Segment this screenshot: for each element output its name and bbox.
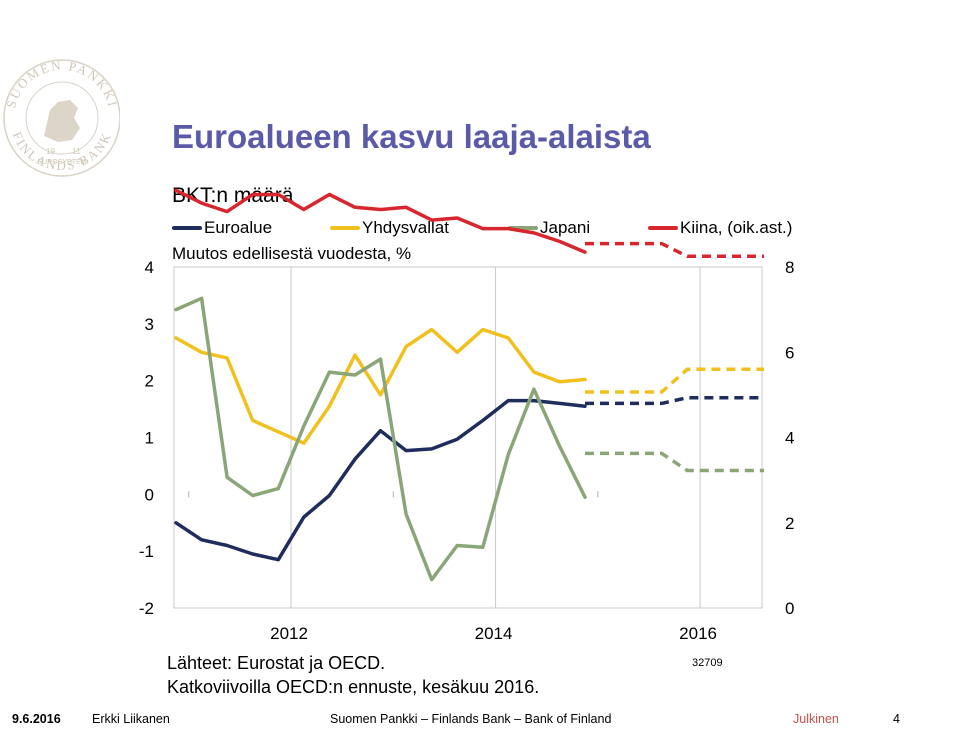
y-tick-left: -2 (139, 599, 154, 618)
y-tick-left: 0 (145, 485, 154, 504)
logo-year-left: 19 (46, 147, 55, 156)
chart-legend: Euroalue Yhdysvallat Japani Kiina, (oik.… (172, 217, 812, 239)
y-tick-left: 1 (145, 429, 154, 448)
source-note: Lähteet: Eurostat ja OECD. Katkoviivoill… (167, 651, 539, 699)
forecast-line-japan (585, 451, 764, 473)
logo-year-right: 11 (72, 147, 81, 156)
bank-logo: SUOMEN PANKKI FINLANDS BANK 19 11 EUROSY… (3, 58, 120, 177)
unit-label: Muutos edellisestä vuodesta, % (172, 244, 412, 263)
x-tick-label: 2016 (679, 624, 717, 643)
forecast-line-euro (585, 395, 764, 406)
x-tick-label: 2014 (475, 624, 513, 643)
lion-icon (44, 100, 80, 142)
y-tick-left: -1 (139, 542, 154, 561)
x-tick-label: 2012 (270, 624, 308, 643)
legend-label-euro: Euroalue (204, 218, 273, 237)
series-line-japan (174, 296, 587, 582)
y-tick-left: 3 (145, 315, 154, 334)
chart-code: 32709 (692, 657, 723, 669)
source-line-2: Katkoviivoilla OECD:n ennuste, kesäkuu 2… (167, 677, 540, 697)
chart-subtitle: BKT:n määrä (172, 184, 294, 207)
forecast-line-china (585, 241, 764, 259)
legend-label-china: Kiina, (oik.ast.) (680, 218, 793, 237)
series-line-us (174, 327, 587, 445)
footer: 9.6.2016 Erkki Liikanen Suomen Pankki – … (0, 712, 960, 732)
footer-date: 9.6.2016 (12, 712, 61, 726)
legend-item-us: Yhdysvallat (330, 217, 449, 239)
forecast-line-us (585, 367, 764, 394)
series-line-china (174, 188, 587, 254)
series-line-euro (174, 398, 587, 562)
legend-item-china: Kiina, (oik.ast.) (648, 217, 792, 239)
legend-swatch-china (648, 226, 678, 230)
footer-author: Erkki Liikanen (92, 712, 170, 726)
y-tick-right: 6 (785, 343, 794, 362)
legend-label-us: Yhdysvallat (362, 218, 449, 237)
legend-swatch-us (330, 226, 360, 230)
legend-swatch-euro (172, 226, 202, 230)
logo-text-center: EUROSYSTEM (37, 159, 86, 166)
y-tick-left: 2 (145, 372, 154, 391)
plot-frame (173, 266, 763, 609)
legend-label-japan: Japani (540, 218, 591, 237)
source-line-1: Lähteet: Eurostat ja OECD. (167, 653, 386, 673)
y-tick-right: 8 (785, 258, 794, 277)
y-tick-left: 4 (145, 258, 154, 277)
y-tick-right: 0 (785, 599, 794, 618)
y-tick-right: 2 (785, 514, 794, 533)
footer-classification: Julkinen (793, 712, 839, 726)
footer-page-number: 4 (893, 712, 900, 726)
legend-item-euro: Euroalue (172, 217, 272, 239)
y-tick-right: 4 (785, 429, 794, 448)
footer-bank: Suomen Pankki – Finlands Bank – Bank of … (330, 712, 612, 726)
page-title: Euroalueen kasvu laaja-alaista (172, 118, 651, 155)
